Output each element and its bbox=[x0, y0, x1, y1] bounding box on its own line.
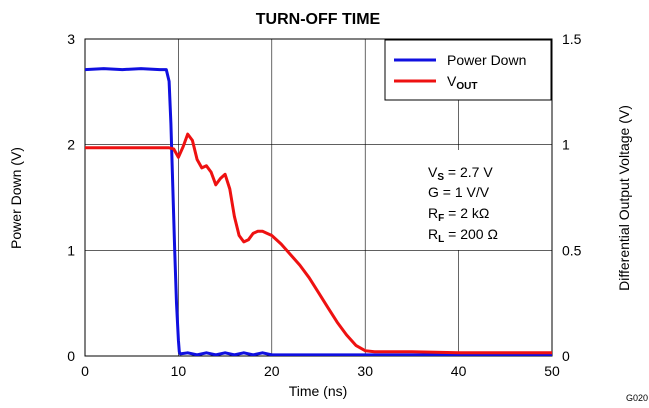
x-axis-ticks: 0 10 20 30 40 50 bbox=[81, 363, 560, 379]
left-tick-label: 0 bbox=[67, 348, 75, 364]
annotation-rf: RF = 2 kΩ bbox=[428, 205, 489, 224]
annotation-gain: G = 1 V/V bbox=[428, 184, 490, 200]
left-axis-label: Power Down (V) bbox=[8, 147, 24, 249]
conditions-box: VS = 2.7 V G = 1 V/V RF = 2 kΩ RL = 200 … bbox=[424, 150, 538, 250]
right-axis-label: Differential Output Voltage (V) bbox=[616, 105, 632, 291]
x-tick-label: 10 bbox=[171, 363, 187, 379]
x-tick-label: 50 bbox=[544, 363, 560, 379]
left-tick-label: 2 bbox=[67, 137, 75, 153]
conditions-background bbox=[424, 150, 538, 250]
right-axis-ticks: 0 0.5 1 1.5 bbox=[562, 31, 582, 364]
legend: Power Down VOUT bbox=[384, 39, 552, 101]
legend-box bbox=[384, 39, 552, 101]
left-tick-label: 1 bbox=[67, 242, 75, 258]
right-tick-label: 1 bbox=[562, 137, 570, 153]
chart-title: TURN-OFF TIME bbox=[256, 11, 381, 28]
annotation-vs: VS = 2.7 V bbox=[428, 164, 493, 183]
right-tick-label: 0 bbox=[562, 348, 570, 364]
series-line-power-down bbox=[85, 67, 552, 356]
x-tick-label: 0 bbox=[81, 363, 89, 379]
series-group bbox=[85, 67, 552, 356]
figure-id: G020 bbox=[626, 393, 648, 403]
legend-label-vout: VOUT bbox=[447, 73, 477, 92]
x-tick-label: 30 bbox=[357, 363, 373, 379]
right-tick-label: 0.5 bbox=[562, 242, 582, 258]
right-tick-label: 1.5 bbox=[562, 31, 582, 47]
legend-label-power-down: Power Down bbox=[447, 52, 526, 68]
series-line-vout bbox=[85, 132, 552, 355]
annotation-rl: RL = 200 Ω bbox=[428, 226, 498, 245]
x-axis-label: Time (ns) bbox=[289, 383, 348, 399]
left-axis-ticks: 0 1 2 3 bbox=[67, 31, 75, 364]
left-tick-label: 3 bbox=[67, 31, 75, 47]
x-tick-label: 40 bbox=[451, 363, 467, 379]
x-tick-label: 20 bbox=[264, 363, 280, 379]
